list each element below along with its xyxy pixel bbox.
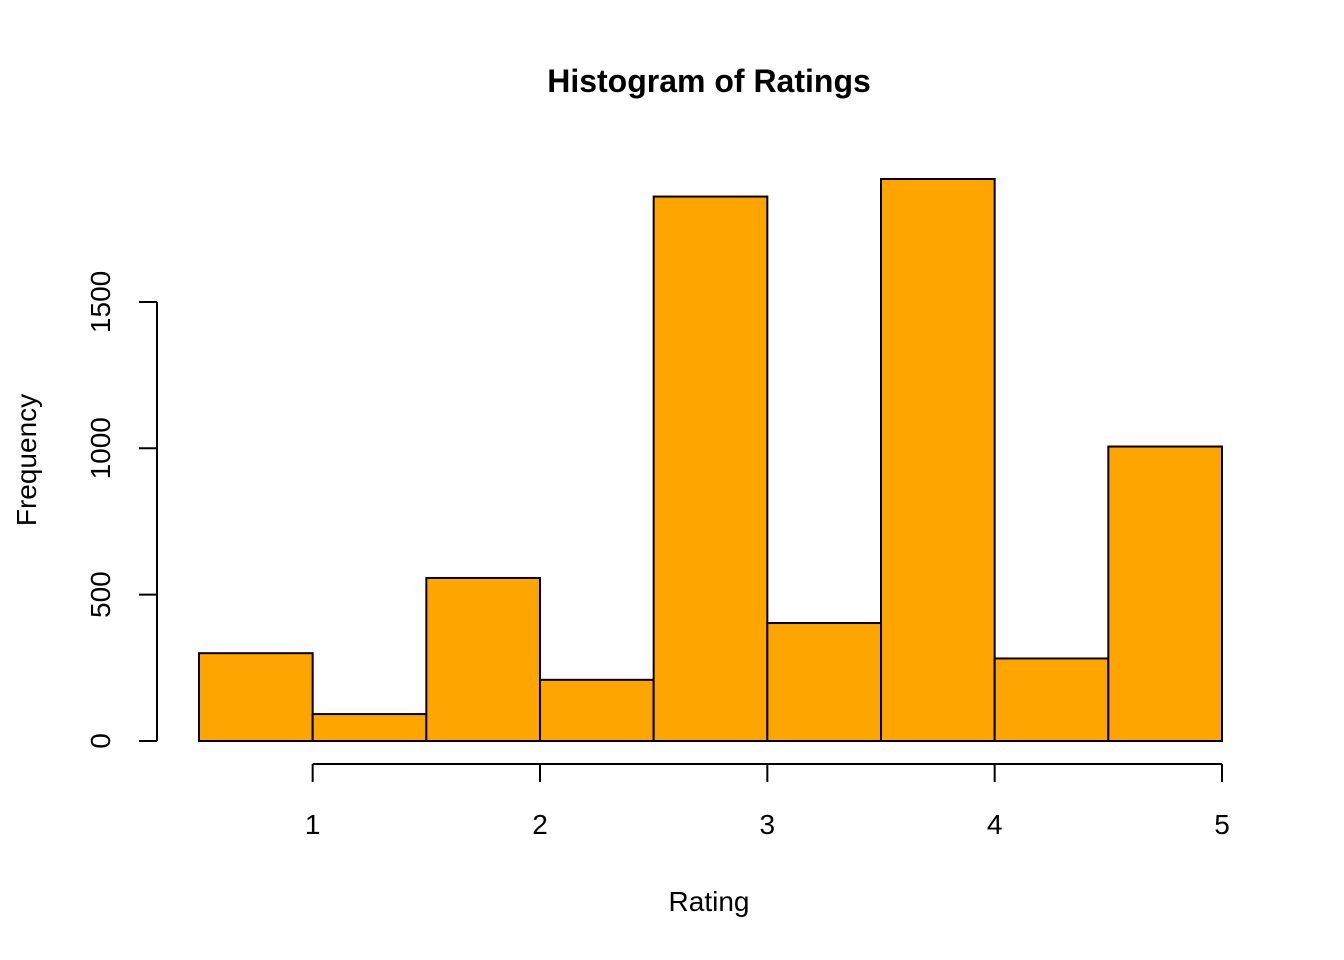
y-tick-label: 1000 bbox=[85, 417, 116, 479]
y-tick-label: 500 bbox=[85, 571, 116, 618]
x-tick-label: 4 bbox=[987, 809, 1003, 840]
histogram-bar bbox=[311, 713, 428, 743]
histogram-bar bbox=[198, 652, 314, 742]
y-axis: 0 500 1000 1500 bbox=[85, 271, 158, 749]
histogram-bar bbox=[993, 657, 1110, 742]
histogram-bar bbox=[425, 576, 542, 743]
bars-group bbox=[198, 178, 1224, 743]
y-tick-label: 1500 bbox=[85, 271, 116, 333]
histogram-bar bbox=[539, 678, 655, 743]
chart-title: Histogram of Ratings bbox=[547, 63, 871, 99]
x-tick-label: 3 bbox=[760, 809, 776, 840]
x-tick-label: 1 bbox=[305, 809, 321, 840]
x-axis-label: Rating bbox=[669, 886, 750, 917]
y-axis-label: Frequency bbox=[11, 394, 42, 526]
x-axis: 1 2 3 4 5 bbox=[305, 763, 1230, 840]
histogram-bar bbox=[1107, 445, 1224, 742]
y-tick-label: 0 bbox=[85, 733, 116, 749]
x-tick-label: 2 bbox=[532, 809, 548, 840]
histogram-bar bbox=[880, 178, 996, 742]
histogram-bar bbox=[766, 622, 882, 742]
x-tick-label: 5 bbox=[1214, 809, 1230, 840]
histogram-bar bbox=[652, 195, 769, 742]
